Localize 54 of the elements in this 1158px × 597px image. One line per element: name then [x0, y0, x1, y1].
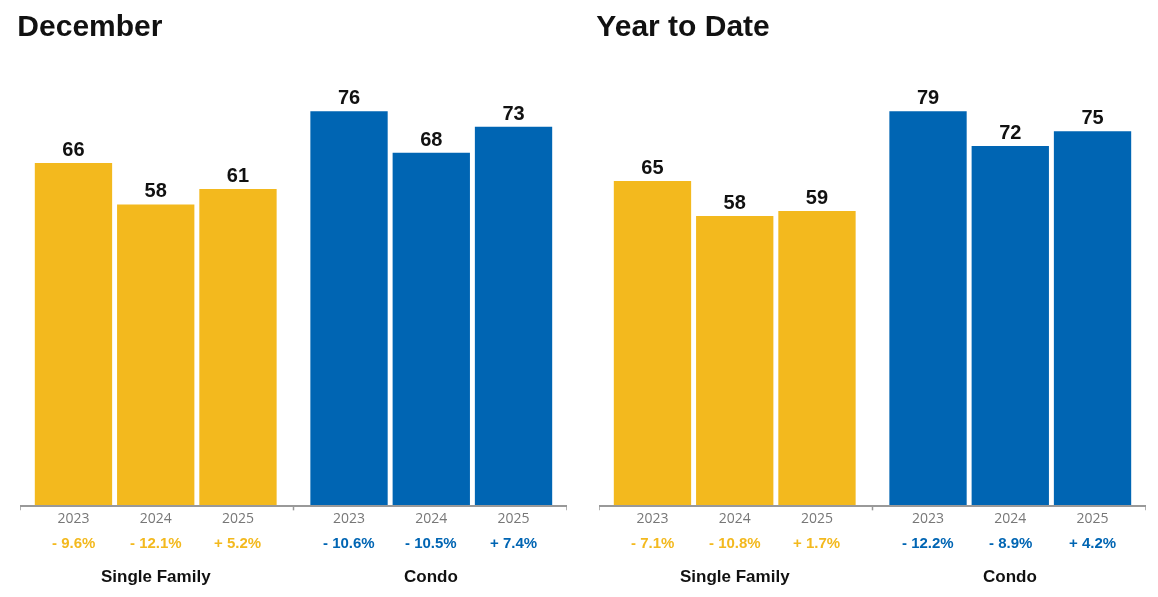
data-label: 58 — [723, 190, 746, 213]
bar — [778, 210, 856, 505]
bar — [117, 204, 195, 505]
data-label: 61 — [226, 163, 250, 186]
text: - 10.8% — [709, 534, 761, 551]
data-label: 65 — [641, 155, 664, 178]
data-label: 72 — [999, 121, 1022, 144]
bar — [474, 126, 553, 505]
x-tick-label: 2025 — [221, 508, 254, 528]
text: - 8.9% — [989, 534, 1033, 551]
data-label: 75 — [1081, 106, 1104, 129]
data-label: 66 — [62, 138, 85, 161]
text: - 7.1% — [631, 534, 675, 551]
text: Condo — [404, 567, 458, 586]
bar — [889, 111, 967, 505]
text: + 1.7% — [793, 534, 841, 551]
data-label: 68 — [420, 127, 443, 150]
bar — [696, 215, 774, 505]
x-tick-label: 2023 — [636, 508, 669, 528]
bar — [34, 163, 113, 505]
bar — [1053, 131, 1132, 505]
x-tick-label: 2024 — [139, 508, 172, 528]
data-label: 76 — [337, 86, 361, 109]
x-tick-label: 2024 — [718, 508, 751, 528]
data-label: 59 — [805, 185, 829, 208]
x-tick-label: 2024 — [994, 508, 1027, 528]
x-tick-label: 2023 — [57, 508, 90, 528]
text: Single Family — [680, 567, 791, 586]
bar — [199, 188, 277, 505]
text: - 12.1% — [130, 534, 182, 551]
bar — [392, 152, 470, 505]
text: + 5.2% — [214, 534, 262, 551]
chart-title: Year to Date — [596, 8, 770, 42]
text: - 12.2% — [902, 534, 954, 551]
text: - 10.6% — [323, 534, 375, 551]
x-tick-label: 2023 — [912, 508, 945, 528]
text: - 10.5% — [405, 534, 457, 551]
text: + 7.4% — [490, 534, 538, 551]
data-label: 73 — [502, 101, 525, 124]
data-label: 79 — [916, 86, 940, 109]
x-tick-label: 2025 — [1076, 508, 1109, 528]
text: + 4.2% — [1069, 534, 1117, 551]
x-tick-label: 2025 — [800, 508, 833, 528]
bar — [310, 111, 388, 505]
x-tick-label: 2025 — [497, 508, 530, 528]
bar — [971, 146, 1049, 505]
chart-title: December — [17, 8, 163, 42]
text: Single Family — [101, 567, 212, 586]
data-label: 58 — [144, 179, 167, 202]
x-tick-label: 2024 — [415, 508, 448, 528]
bar — [613, 180, 692, 505]
text: Condo — [983, 567, 1037, 586]
x-tick-label: 2023 — [333, 508, 366, 528]
text: - 9.6% — [52, 534, 96, 551]
